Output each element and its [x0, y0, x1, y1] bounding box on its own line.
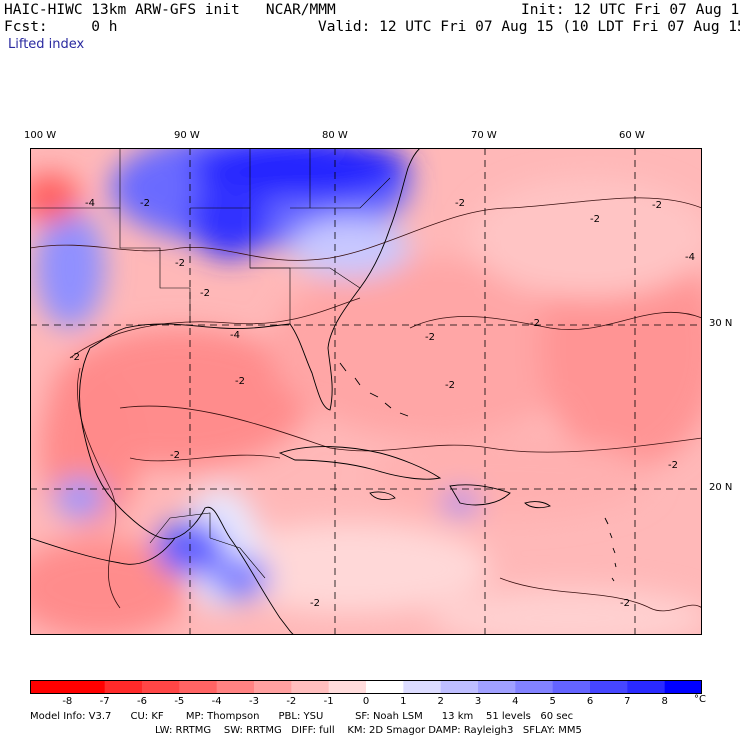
lifted-index-map: -2 -4 -2 -2 -2 -4 -2 -2 -4 -2 -2 -2 -2 -… — [30, 148, 702, 635]
colorbar-swatch — [142, 680, 180, 694]
colorbar-tick-label: 6 — [586, 696, 594, 707]
colorbar-unit: °C — [694, 694, 706, 705]
colorbar-tick-label: -8 — [62, 696, 73, 707]
model-info-line-2: LW: RRTMG SW: RRTMG DIFF: full KM: 2D Sm… — [155, 725, 582, 736]
colorbar-swatch — [478, 680, 516, 694]
colorbar-swatch — [403, 680, 442, 694]
lon-label-90w: 90 W — [174, 130, 200, 141]
colorbar-tick-label: 5 — [549, 696, 556, 707]
contour-label: -2 — [445, 380, 455, 391]
contour-lines — [30, 197, 702, 612]
colorbar-tick-label: -1 — [323, 696, 334, 707]
lon-label-100w: 100 W — [24, 130, 57, 141]
lon-label-60w: 60 W — [619, 130, 645, 141]
init-time: Init: 12 UTC Fri 07 Aug 15 — [521, 2, 740, 18]
lat-label-20n: 20 N — [709, 482, 733, 493]
contour-value-labels: -2 -4 -2 -2 -2 -4 -2 -2 -4 -2 -2 -2 -2 -… — [70, 198, 695, 609]
contour-label: -2 — [652, 200, 662, 211]
colorbar-tick-label: -2 — [286, 696, 297, 707]
colorbar-swatch — [515, 680, 554, 694]
colorbar-tick-label: 2 — [437, 696, 444, 707]
contour-label: -4 — [85, 198, 95, 209]
colorbar-tick-label: -5 — [174, 696, 185, 707]
colorbar-tick-label: -3 — [249, 696, 259, 707]
colorbar — [30, 680, 702, 694]
colorbar-tick-label: -4 — [211, 696, 222, 707]
lat-label-30n: 30 N — [709, 318, 733, 329]
contour-label: -2 — [668, 460, 678, 471]
contour-label: -2 — [175, 258, 185, 269]
model-title: HAIC-HIWC 13km ARW-GFS init NCAR/MMM — [4, 2, 336, 18]
contour-label: -2 — [455, 198, 465, 209]
colorbar-swatch — [366, 680, 404, 694]
valid-time: Valid: 12 UTC Fri 07 Aug 15 (10 LDT Fri … — [318, 19, 740, 35]
colorbar-outline — [30, 680, 702, 694]
colorbar-swatch — [216, 680, 255, 694]
contour-label: -2 — [170, 450, 180, 461]
colorbar-tick-label: 3 — [474, 696, 482, 707]
contour-label: -2 — [235, 376, 245, 387]
lon-label-70w: 70 W — [471, 130, 497, 141]
colorbar-swatch — [104, 680, 143, 694]
colorbar-tick-label: 1 — [400, 696, 407, 707]
contour-label: -4 — [685, 252, 695, 263]
contour-label: -2 — [620, 598, 630, 609]
colorbar-swatch — [30, 680, 68, 694]
contour-label: -2 — [425, 332, 435, 343]
colorbar-swatch — [627, 680, 666, 694]
colorbar-swatch — [291, 680, 330, 694]
colorbar-swatch — [328, 680, 367, 694]
colorbar-swatch — [254, 680, 292, 694]
contour-label: -4 — [230, 330, 240, 341]
field-name: Lifted index — [8, 37, 85, 52]
lon-label-80w: 80 W — [322, 130, 348, 141]
colorbar-tick-label: 8 — [661, 696, 668, 707]
colorbar-tick-label: 7 — [624, 696, 631, 707]
forecast-hour: Fcst: 0 h — [4, 19, 118, 35]
colorbar-swatch — [179, 680, 218, 694]
model-info-line-1: Model Info: V3.7 CU: KF MP: Thompson PBL… — [30, 711, 574, 722]
colorbar-tick-label: 0 — [362, 696, 370, 707]
contour-label: -2 — [530, 318, 540, 329]
contour-label: -2 — [590, 214, 600, 225]
colorbar-swatch — [552, 680, 591, 694]
colorbar-swatch — [590, 680, 628, 694]
colorbar-swatch — [440, 680, 479, 694]
contour-label: -2 — [70, 352, 80, 363]
colorbar-swatch — [664, 680, 702, 694]
latlon-grid — [30, 148, 702, 635]
colorbar-tick-label: 4 — [512, 696, 519, 707]
colorbar-tick-label: -6 — [137, 696, 147, 707]
colorbar-swatch — [67, 680, 106, 694]
colorbar-tick-label: -7 — [99, 696, 110, 707]
contour-label: -2 — [200, 288, 210, 299]
shaded-field — [30, 148, 702, 635]
contour-label: -2 — [310, 598, 320, 609]
contour-label: -2 — [140, 198, 150, 209]
